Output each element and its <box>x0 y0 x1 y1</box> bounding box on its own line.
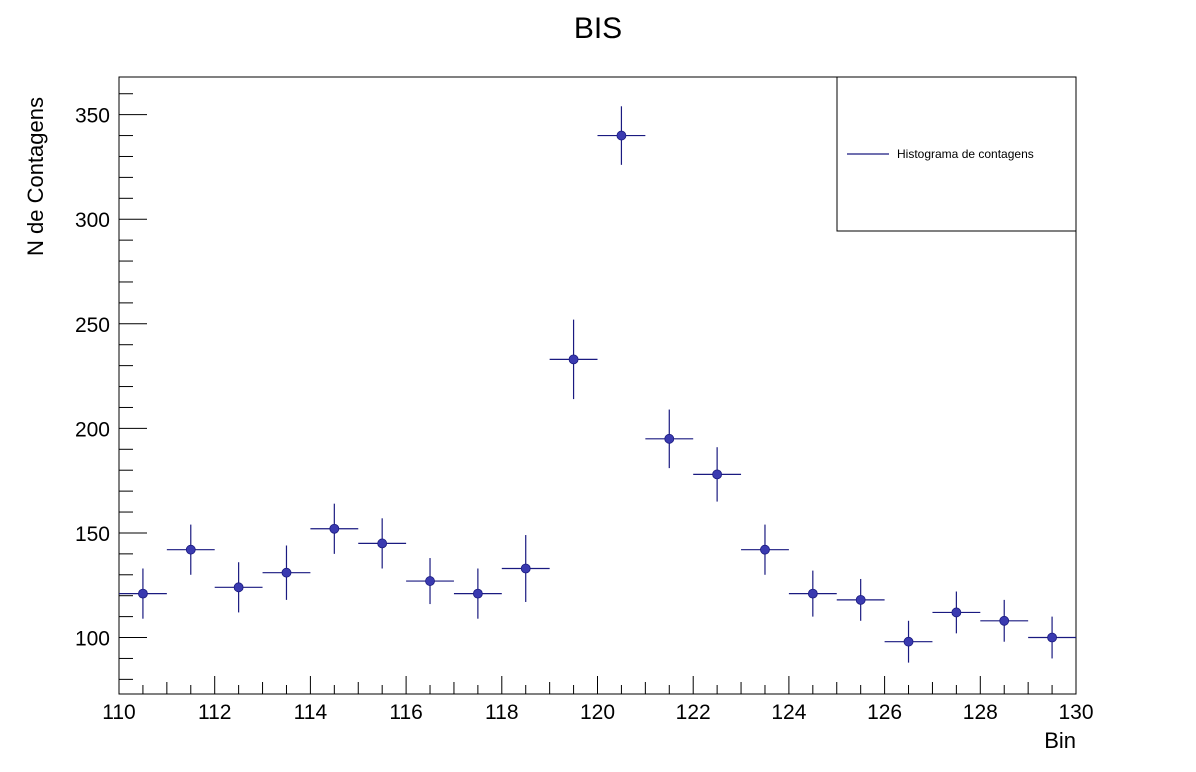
point-marker <box>616 130 627 141</box>
y-tick-label: 100 <box>75 628 110 651</box>
data-point <box>836 578 885 621</box>
legend-entry-label: Histograma de contagens <box>897 147 1034 161</box>
point-marker <box>903 636 914 647</box>
y-tick-label: 200 <box>75 418 110 441</box>
data-point <box>501 535 550 602</box>
y-tick-label: 150 <box>75 523 110 546</box>
y-tick-label: 250 <box>75 314 110 337</box>
x-tick-label: 116 <box>389 701 422 724</box>
data-point <box>1028 616 1076 659</box>
x-tick-label: 122 <box>676 701 711 724</box>
data-point <box>645 409 694 469</box>
x-tick-label: 130 <box>1058 701 1093 724</box>
point-marker <box>233 582 244 593</box>
point-marker <box>807 588 818 599</box>
x-tick-label: 110 <box>102 701 135 724</box>
data-point <box>549 319 598 400</box>
x-tick-label: 124 <box>771 701 806 724</box>
point-marker <box>138 588 148 599</box>
data-point <box>406 558 454 605</box>
x-tick-label: 114 <box>294 701 328 724</box>
point-marker <box>520 563 531 574</box>
y-tick-label: 350 <box>75 105 110 128</box>
x-tick-label: 126 <box>867 701 902 724</box>
data-point <box>693 447 742 502</box>
data-point <box>262 545 311 600</box>
data-point <box>741 524 789 575</box>
point-marker <box>185 544 196 555</box>
data-point <box>166 524 215 575</box>
point-marker <box>760 544 770 555</box>
data-point <box>788 570 837 617</box>
x-tick-label: 118 <box>485 701 518 724</box>
data-point <box>119 568 167 619</box>
data-points <box>119 106 1076 663</box>
y-tick-label: 300 <box>75 209 110 232</box>
point-marker <box>999 615 1010 626</box>
data-point <box>980 599 1029 642</box>
data-point <box>597 106 646 165</box>
y-axis-ticks: 100 150 200 250 300 350 <box>75 93 147 680</box>
point-marker <box>664 433 675 444</box>
point-marker <box>377 538 388 549</box>
y-axis-label: N de Contagens <box>23 97 48 256</box>
x-axis-ticks: 110 112 114 116 118 120 122 124 126 128 130 <box>102 676 1094 724</box>
point-marker <box>855 594 866 605</box>
data-point <box>214 562 263 613</box>
point-marker <box>1047 632 1057 643</box>
x-tick-label: 128 <box>963 701 998 724</box>
data-point <box>884 620 933 663</box>
point-marker <box>472 588 483 599</box>
chart-title: BIS <box>574 12 622 45</box>
x-axis-label: Bin <box>1044 728 1076 753</box>
legend-box <box>836 76 1077 232</box>
data-point <box>932 591 981 634</box>
point-marker <box>281 567 292 578</box>
data-point <box>310 503 359 554</box>
point-marker <box>951 607 962 618</box>
point-marker <box>568 354 579 365</box>
x-tick-label: 112 <box>198 701 231 724</box>
data-point <box>358 518 407 569</box>
legend: Histograma de contagens <box>836 76 1077 232</box>
data-point <box>453 568 502 619</box>
point-marker <box>425 576 435 586</box>
point-marker <box>712 469 723 480</box>
point-marker <box>329 523 340 534</box>
x-tick-label: 120 <box>580 701 615 724</box>
